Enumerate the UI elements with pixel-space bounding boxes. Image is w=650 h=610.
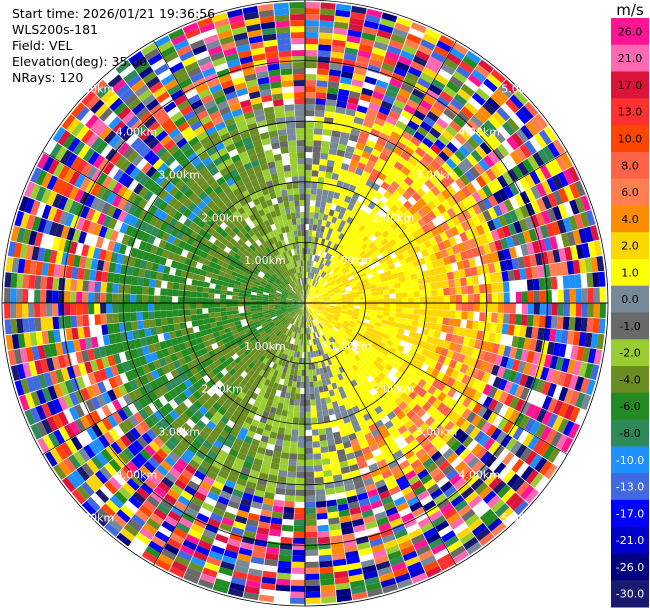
colorbar-tick-label: -1.0 [619,320,640,333]
ring-label: 3.00km [158,168,200,181]
colorbar-segment [611,580,649,608]
ring-label: 5.00km [73,83,115,96]
ring-label: 3.00km [416,168,458,181]
colorbar-segment [611,392,649,421]
ring-label: 3.00km [416,426,458,439]
elevation-label: Elevation(deg): 35.00 [12,54,148,69]
colorbar-tick-label: 2.0 [621,240,639,253]
colorbar-segment [611,526,649,554]
colorbar-tick-label: 26.0 [618,25,643,38]
start-time-label: Start time: 2026/01/21 19:36:56 [12,6,216,21]
range-rings: 1.00km 1.00km 1.00km 1.00km 2.00km 2.00km 2.00… [1,0,609,607]
colorbar: m/s 26.0 21.0 17.0 13.0 10.0 8.0 6.0 4.0 2.0 1.0 0.… [611,1,649,608]
colorbar-segment [611,18,649,46]
ring-label: 1.00km [330,254,372,267]
nrays-label: NRays: 120 [12,70,84,85]
field-label: Field: VEL [12,38,73,53]
colorbar-tick-label: -17.0 [616,507,644,520]
colorbar-tick-label: 8.0 [621,159,639,172]
colorbar-tick-label: 10.0 [618,133,643,146]
ring-label: 1.00km [330,340,372,353]
colorbar-segment [611,366,649,394]
colorbar-unit: m/s [616,1,644,19]
colorbar-segment [611,473,649,501]
colorbar-segment [611,259,649,287]
azimuth-spoke [357,151,568,274]
gates-layer [4,2,606,604]
instrument-label: WLS200s-181 [12,22,98,37]
azimuth-spoke [42,151,253,274]
ring-label: 4.00km [116,126,158,139]
azimuth-spoke [334,355,457,566]
colorbar-tick-label: -4.0 [619,373,640,386]
colorbar-tick-label: 4.0 [621,213,639,226]
colorbar-tick-label: -10.0 [616,454,644,467]
colorbar-segment [611,499,649,528]
ring-label: 5.00km [501,83,543,96]
colorbar-tick-label: -13.0 [616,481,644,494]
azimuth-spoke [334,40,457,251]
colorbar-segment [611,312,649,340]
colorbar-segment [611,151,649,180]
colorbar-segment [611,98,649,126]
ring-label: 4.00km [458,126,500,139]
colorbar-segment [611,285,649,313]
colorbar-segment [611,553,649,581]
colorbar-tick-label: 17.0 [618,79,643,92]
ring-label: 5.00km [501,511,543,524]
colorbar-tick-label: -6.0 [619,400,640,413]
colorbar-segment [611,44,649,73]
colorbar-tick-label: 0.0 [621,293,639,306]
colorbar-tick-label: -2.0 [619,347,640,360]
colorbar-segment [611,419,649,447]
ring-label: 1.00km [244,254,286,267]
azimuth-spoke [153,355,276,566]
colorbar-segment [611,339,649,367]
ring-label: 1.00km [244,340,286,353]
colorbar-segment [611,205,649,233]
colorbar-segment [611,178,649,206]
colorbar-tick-label: -30.0 [616,588,644,601]
colorbar-tick-label: 13.0 [618,106,643,119]
colorbar-segment [611,71,649,99]
ring-label: 4.00km [458,468,500,481]
colorbar-tick-label: 21.0 [618,52,643,65]
colorbar-tick-label: 6.0 [621,186,639,199]
colorbar-segment [611,232,649,260]
ring-label: 3.00km [158,426,200,439]
colorbar-segment [611,125,649,153]
ring-label: 5.00km [73,511,115,524]
colorbar-tick-label: -26.0 [616,561,644,574]
colorbar-tick-label: 1.0 [621,266,639,279]
colorbar-tick-label: -8.0 [619,427,640,440]
azimuth-spoke [357,332,568,455]
ring-label: 2.00km [201,211,243,224]
ring-label: 2.00km [201,383,243,396]
colorbar-tick-label: -21.0 [616,534,644,547]
azimuth-spoke [153,40,276,251]
ring-label: 2.00km [373,383,415,396]
ring-label: 2.00km [373,211,415,224]
colorbar-segment [611,446,649,474]
ring-label: 4.00km [116,468,158,481]
azimuth-spoke [42,332,253,455]
